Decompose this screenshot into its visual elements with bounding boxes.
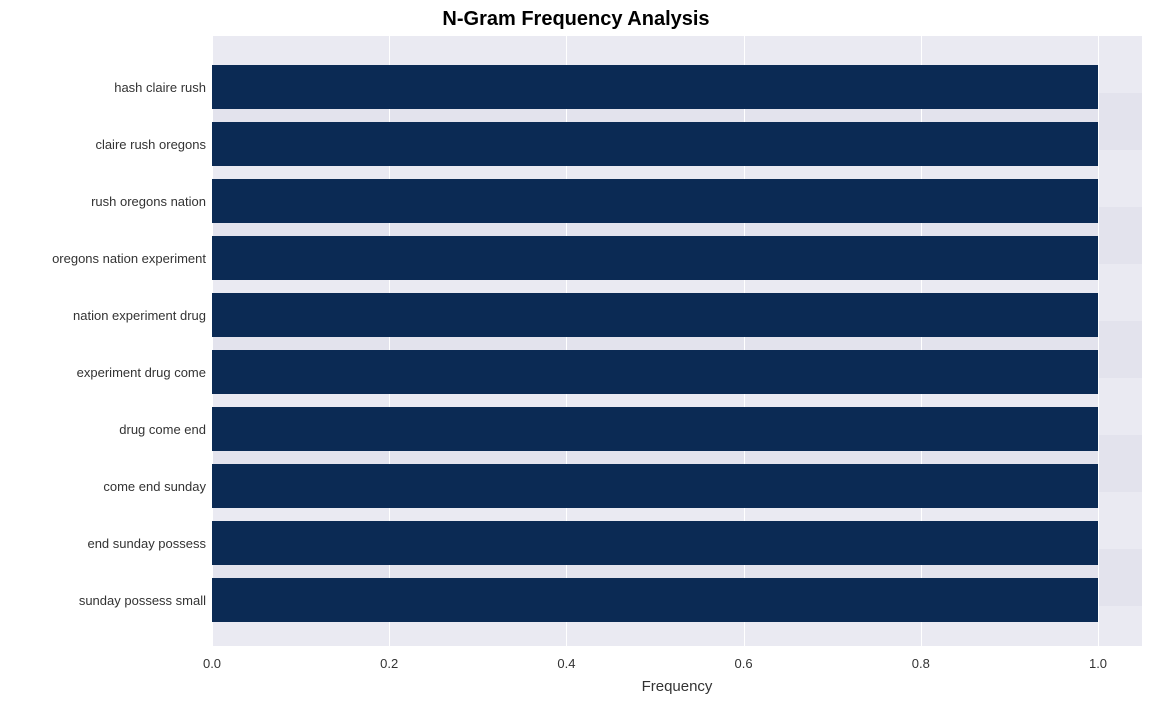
ytick-label: claire rush oregons [95,137,206,152]
bar [212,122,1098,166]
bar [212,464,1098,508]
bar [212,293,1098,337]
bar [212,65,1098,109]
ytick-label: sunday possess small [79,593,206,608]
xtick-label: 0.4 [557,656,575,671]
bar [212,521,1098,565]
bar [212,179,1098,223]
grid-line [1098,36,1099,646]
ytick-label: hash claire rush [114,80,206,95]
xaxis-title: Frequency [212,678,1142,695]
xtick-label: 0.8 [912,656,930,671]
plot-area [212,36,1142,646]
xtick-label: 0.0 [203,656,221,671]
ytick-label: end sunday possess [87,536,206,551]
chart-title: N-Gram Frequency Analysis [0,8,1152,31]
ytick-label: come end sunday [103,479,206,494]
ytick-label: nation experiment drug [73,308,206,323]
xtick-label: 0.6 [735,656,753,671]
ytick-label: rush oregons nation [91,194,206,209]
ytick-label: drug come end [119,422,206,437]
xtick-label: 1.0 [1089,656,1107,671]
bar [212,236,1098,280]
ytick-label: experiment drug come [77,365,206,380]
chart-container: N-Gram Frequency Analysis Frequency hash… [0,0,1152,701]
bar [212,350,1098,394]
bar [212,407,1098,451]
xtick-label: 0.2 [380,656,398,671]
bar [212,578,1098,622]
ytick-label: oregons nation experiment [52,251,206,266]
